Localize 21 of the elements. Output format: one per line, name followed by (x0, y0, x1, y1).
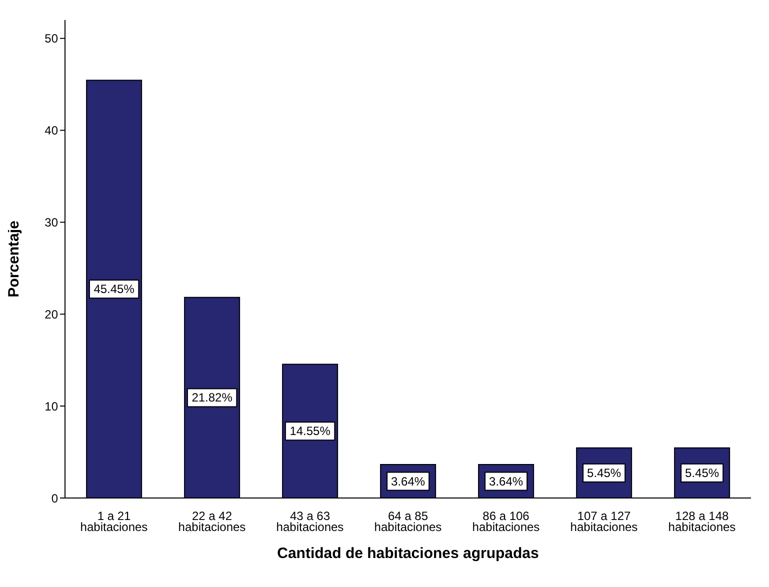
y-tick-label: 30 (44, 215, 58, 230)
x-tick-label: 107 a 127 habitaciones (570, 509, 638, 534)
y-tick-label: 40 (44, 124, 58, 138)
data-label: 3.64% (489, 474, 524, 488)
y-tick-label: 10 (44, 399, 58, 414)
x-tick-label: 22 a 42 habitaciones (178, 509, 246, 534)
x-axis-title: Cantidad de habitaciones agrupadas (277, 545, 539, 562)
x-tick-label: 86 a 106 habitaciones (472, 509, 540, 534)
x-tick-label: 1 a 21 habitaciones (80, 509, 148, 534)
y-tick-label: 20 (44, 307, 58, 322)
y-tick-label: 50 (44, 32, 58, 46)
data-label: 14.55% (290, 424, 331, 438)
x-tick-label: 43 a 63 habitaciones (276, 509, 344, 534)
data-label: 21.82% (192, 390, 233, 405)
x-tick-label: 128 a 148 habitaciones (668, 509, 736, 534)
data-label: 5.45% (685, 466, 720, 480)
data-label: 45.45% (94, 282, 135, 296)
y-tick-label: 0 (51, 491, 58, 506)
data-label: 3.64% (391, 474, 426, 488)
x-tick-label: 64 a 85 habitaciones (374, 509, 442, 534)
data-label: 5.45% (587, 466, 622, 480)
